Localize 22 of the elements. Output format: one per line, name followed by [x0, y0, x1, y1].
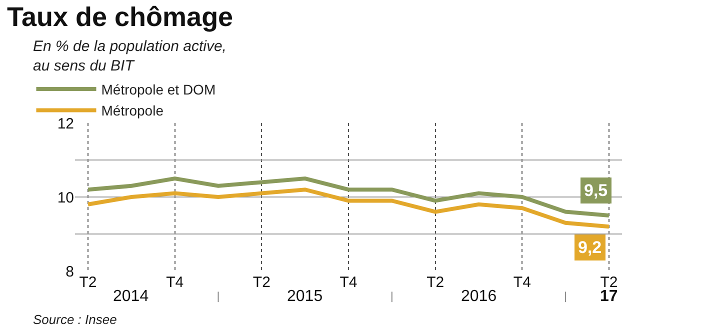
legend-label: Métropole et DOM: [101, 81, 216, 98]
line-series: [86, 176, 611, 218]
legend-label: Métropole: [101, 102, 164, 119]
x-tick-label: T2: [252, 274, 270, 291]
x-tick-label: T4: [166, 274, 184, 291]
y-tick-label: 10: [57, 189, 74, 206]
data-label: 9,2: [578, 238, 602, 257]
text: 17: [600, 288, 618, 305]
y-tick-label: 8: [66, 263, 74, 280]
x-tick-label: T2: [600, 274, 618, 291]
text: 2014: [113, 288, 149, 305]
y-tick-label: 12: [57, 115, 74, 132]
x-tick-label: T2: [426, 274, 444, 291]
chart-title: Taux de chômage: [7, 2, 234, 32]
x-tick-label: T4: [340, 274, 358, 291]
text: 2016: [461, 288, 497, 305]
x-tick-label: T4: [513, 274, 531, 291]
x-tick-label: T2: [79, 274, 97, 291]
source-note: Source : Insee: [33, 312, 117, 327]
text: 2015: [287, 288, 323, 305]
data-label: 9,5: [584, 181, 608, 200]
chart-subtitle: En % de la population active, au sens du BIT: [33, 38, 226, 74]
